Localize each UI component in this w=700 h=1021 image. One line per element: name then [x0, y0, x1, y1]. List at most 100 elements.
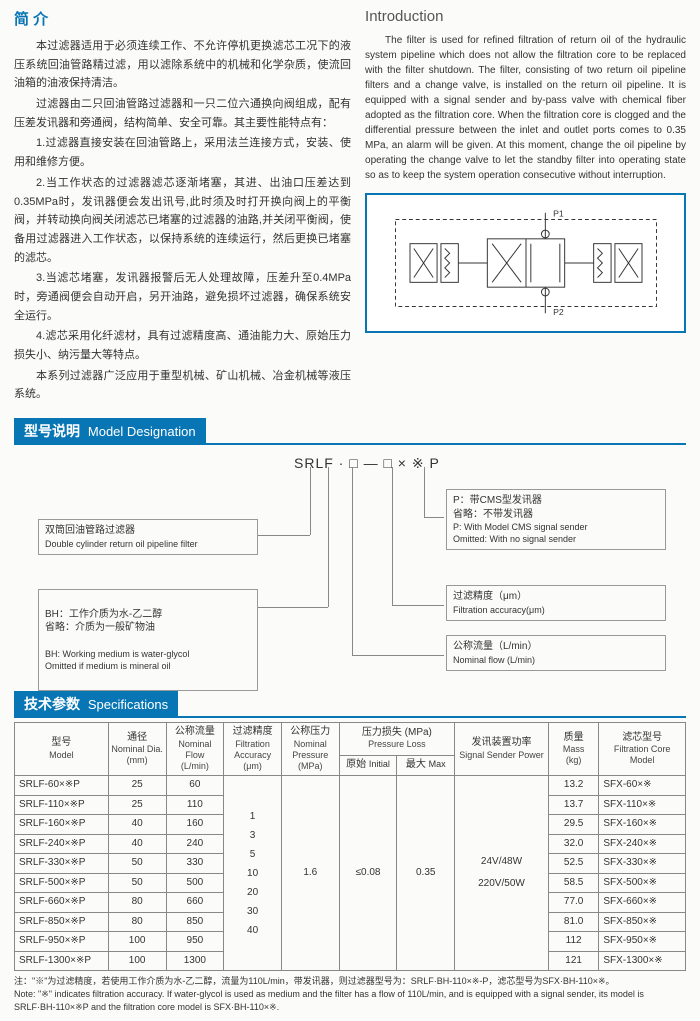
col-dia: 通径Nominal Dia.(mm)	[108, 723, 166, 776]
table-cell: 50	[108, 873, 166, 893]
table-cell: 100	[108, 951, 166, 971]
table-cell: 1.6	[281, 776, 339, 971]
table-cell: SFX-60×※	[599, 776, 686, 796]
svg-text:P1: P1	[553, 209, 564, 219]
desc-medium: BH：工作介质为水-乙二醇 省略：介质为一般矿物油 BH: Working me…	[38, 589, 258, 691]
table-cell: 112	[548, 932, 599, 952]
desc-en: Filtration accuracy(μm)	[453, 604, 659, 616]
table-cell: 0.35	[397, 776, 455, 971]
col-sender: 发讯装置功率Signal Sender Power	[455, 723, 549, 776]
table-cell: 24V/48W 220V/50W	[455, 776, 549, 971]
model-code-diagram: SRLF · □ — □ × ※ P 双筒回油管路过滤器 Double cyli…	[14, 449, 686, 679]
table-cell: 850	[166, 912, 224, 932]
table-cell: SRLF-110×※P	[15, 795, 109, 815]
table-cell: 25	[108, 795, 166, 815]
table-cell: 52.5	[548, 854, 599, 874]
table-cell: 950	[166, 932, 224, 952]
hydraulic-schematic-icon: P1 P2	[381, 203, 671, 323]
specs-tbody: SRLF-60×※P25601 3 5 10 20 30 401.6≤0.080…	[15, 776, 686, 971]
col-accuracy: 过滤精度Filtration Accuracy(μm)	[224, 723, 282, 776]
table-cell: 660	[166, 893, 224, 913]
table-cell: 29.5	[548, 815, 599, 835]
table-cell: 81.0	[548, 912, 599, 932]
desc-en: Double cylinder return oil pipeline filt…	[45, 538, 251, 550]
table-cell: SFX-160×※	[599, 815, 686, 835]
table-cell: 25	[108, 776, 166, 796]
table-row: SRLF-60×※P25601 3 5 10 20 30 401.6≤0.080…	[15, 776, 686, 796]
intro-cn-p: 4.滤芯采用化纤滤材，具有过滤精度高、通油能力大、原始压力损失小、纳污量大等特点…	[14, 327, 351, 364]
col-mass: 质量Mass(kg)	[548, 723, 599, 776]
table-cell: 13.7	[548, 795, 599, 815]
table-cell: SFX-330×※	[599, 854, 686, 874]
table-cell: 60	[166, 776, 224, 796]
table-cell: 50	[108, 854, 166, 874]
header-cn: 型号说明	[24, 423, 80, 439]
intro-cn-column: 简 介 本过滤器适用于必须连续工作、不允许停机更换滤芯工况下的液压系统回油管路精…	[14, 8, 351, 406]
table-cell: 13.2	[548, 776, 599, 796]
table-cell: 77.0	[548, 893, 599, 913]
col-ploss: 压力损失 (MPa)Pressure Loss	[339, 723, 454, 756]
table-cell: SRLF-330×※P	[15, 854, 109, 874]
col-core: 滤芯型号Filtration Core Model	[599, 723, 686, 776]
header-en: Model Designation	[88, 424, 196, 439]
col-pressure: 公称压力Nominal Pressure(MPa)	[281, 723, 339, 776]
table-cell: 1300	[166, 951, 224, 971]
table-cell: 330	[166, 854, 224, 874]
hydraulic-diagram: P1 P2	[365, 193, 686, 333]
specifications-section: 技术参数 Specifications 型号Model 通径Nominal Di…	[14, 679, 686, 1013]
header-cn: 技术参数	[24, 696, 80, 712]
table-cell: 58.5	[548, 873, 599, 893]
table-cell: SRLF-160×※P	[15, 815, 109, 835]
table-cell: SFX-1300×※	[599, 951, 686, 971]
intro-cn-body: 本过滤器适用于必须连续工作、不允许停机更换滤芯工况下的液压系统回油管路精过滤，用…	[14, 37, 351, 404]
col-ploss-max: 最大 Max	[397, 755, 455, 776]
table-cell: 80	[108, 893, 166, 913]
intro-en-column: Introduction The filter is used for refi…	[365, 8, 686, 406]
intro-cn-p: 1.过滤器直接安装在回油管路上，采用法兰连接方式，安装、使用和维修方便。	[14, 134, 351, 171]
desc-accuracy: 过滤精度（μm） Filtration accuracy(μm)	[446, 585, 666, 621]
table-cell: 160	[166, 815, 224, 835]
specs-footnote: 注："※"为过滤精度，若使用工作介质为水-乙二醇，流量为110L/min，带发讯…	[14, 975, 686, 1013]
table-cell: SFX-240×※	[599, 834, 686, 854]
header-en: Specifications	[88, 697, 168, 712]
model-code: SRLF · □ — □ × ※ P	[294, 455, 440, 472]
desc-en: BH: Working medium is water-glycol Omitt…	[45, 648, 251, 672]
table-cell: 80	[108, 912, 166, 932]
col-ploss-initial: 原始 Initial	[339, 755, 397, 776]
table-cell: 110	[166, 795, 224, 815]
footnote-en: Note: "※" indicates filtration accuracy.…	[14, 988, 686, 1013]
intro-cn-p: 2.当工作状态的过滤器滤芯逐渐堵塞，其进、出油口压差达到0.35MPa时，发讯器…	[14, 174, 351, 267]
desc-en: Nominal flow (L/min)	[453, 654, 659, 666]
desc-cn: 公称流量（L/min）	[453, 640, 659, 654]
table-cell: SFX-950×※	[599, 932, 686, 952]
table-cell: SFX-850×※	[599, 912, 686, 932]
table-cell: 500	[166, 873, 224, 893]
intro-en-body: The filter is used for refined filtratio…	[365, 33, 686, 183]
intro-cn-p: 本系列过滤器广泛应用于重型机械、矿山机械、冶金机械等液压系统。	[14, 367, 351, 404]
desc-en: P: With Model CMS signal sender Omitted:…	[453, 521, 659, 545]
specs-header: 技术参数 Specifications	[14, 691, 178, 717]
footnote-cn: 注："※"为过滤精度，若使用工作介质为水-乙二醇，流量为110L/min，带发讯…	[14, 975, 686, 988]
col-flow: 公称流量Nominal Flow(L/min)	[166, 723, 224, 776]
intro-cn-p: 本过滤器适用于必须连续工作、不允许停机更换滤芯工况下的液压系统回油管路精过滤，用…	[14, 37, 351, 93]
table-cell: 32.0	[548, 834, 599, 854]
table-cell: 40	[108, 815, 166, 835]
table-cell: SRLF-60×※P	[15, 776, 109, 796]
table-cell: SFX-110×※	[599, 795, 686, 815]
table-cell: SRLF-500×※P	[15, 873, 109, 893]
svg-text:P2: P2	[553, 307, 564, 317]
intro-en-title: Introduction	[365, 8, 686, 25]
desc-cn: BH：工作介质为水-乙二醇 省略：介质为一般矿物油	[45, 608, 251, 635]
model-designation-header: 型号说明 Model Designation	[14, 418, 206, 444]
table-cell: SRLF-660×※P	[15, 893, 109, 913]
specs-table: 型号Model 通径Nominal Dia.(mm) 公称流量Nominal F…	[14, 722, 686, 971]
table-cell: SFX-500×※	[599, 873, 686, 893]
intro-row: 简 介 本过滤器适用于必须连续工作、不允许停机更换滤芯工况下的液压系统回油管路精…	[14, 8, 686, 406]
table-cell: 1 3 5 10 20 30 40	[224, 776, 282, 971]
intro-cn-p: 3.当滤芯堵塞，发讯器报警后无人处理故障，压差升至0.4MPa时，旁通阀便会自动…	[14, 269, 351, 325]
desc-cn: P：带CMS型发讯器 省略：不带发讯器	[453, 494, 659, 521]
table-cell: SRLF-850×※P	[15, 912, 109, 932]
desc-double-cylinder: 双筒回油管路过滤器 Double cylinder return oil pip…	[38, 519, 258, 555]
table-cell: 100	[108, 932, 166, 952]
col-model: 型号Model	[15, 723, 109, 776]
